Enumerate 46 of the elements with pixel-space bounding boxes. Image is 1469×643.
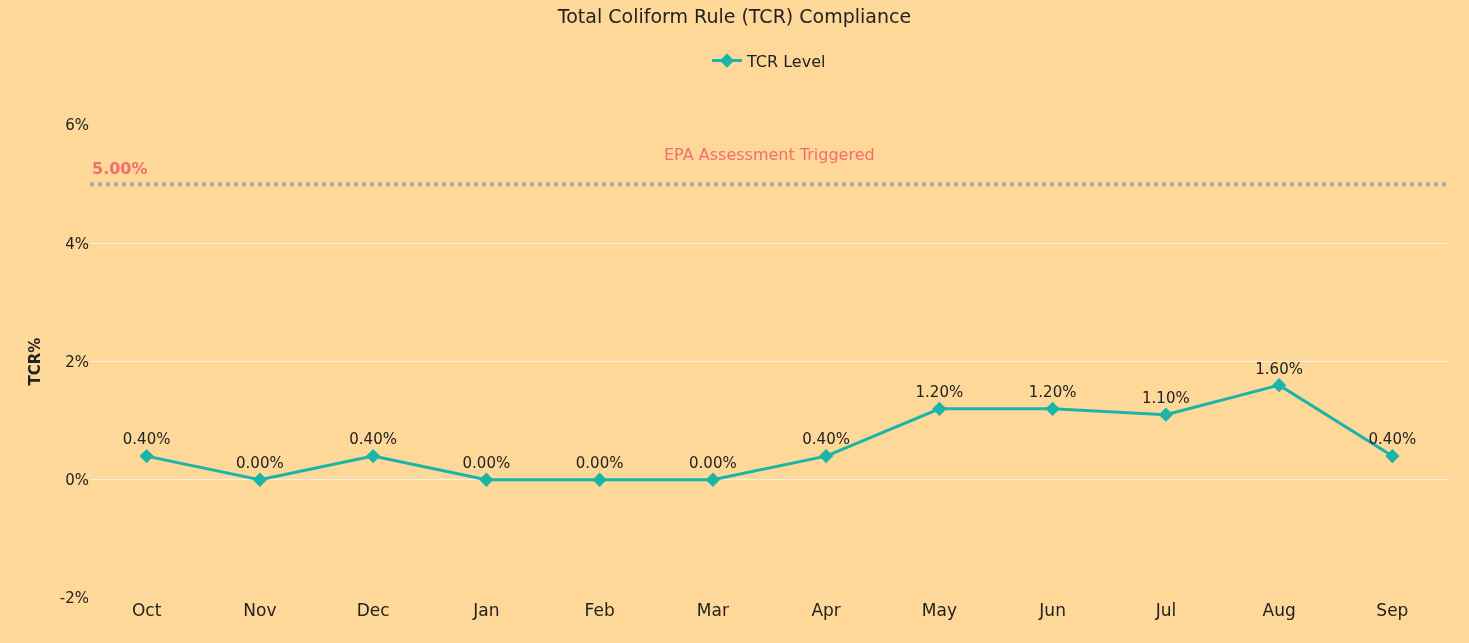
point bbox=[592, 472, 607, 487]
point bbox=[1045, 401, 1060, 416]
x-tick-label: Aug bbox=[1262, 600, 1296, 620]
point bbox=[705, 472, 721, 487]
data-label: 0.00% bbox=[236, 454, 284, 473]
data-label: 1.10% bbox=[1142, 389, 1190, 408]
legend-label: TCR Level bbox=[746, 51, 826, 71]
x-tick-label: Feb bbox=[584, 600, 615, 620]
x-tick-label: Nov bbox=[243, 600, 277, 620]
y-tick-label: 0% bbox=[65, 471, 89, 489]
chart-title: Total Coliform Rule (TCR) Compliance bbox=[556, 4, 912, 27]
data-label: 1.60% bbox=[1255, 359, 1303, 378]
point bbox=[139, 448, 154, 464]
y-tick-label: 6% bbox=[65, 116, 89, 135]
x-tick-label: Sep bbox=[1376, 600, 1409, 620]
point bbox=[1271, 378, 1287, 393]
data-label: 0.40% bbox=[1368, 430, 1417, 449]
data-label: 0.40% bbox=[122, 430, 171, 449]
y-tick-label: 2% bbox=[65, 352, 89, 371]
annotation: EPA Assessment Triggered bbox=[664, 145, 875, 164]
x-tick-label: Dec bbox=[356, 600, 390, 620]
point bbox=[252, 472, 268, 487]
point bbox=[1385, 448, 1400, 464]
data-label: 0.40% bbox=[349, 430, 397, 449]
point bbox=[818, 448, 834, 464]
point bbox=[932, 401, 947, 416]
y-tick-label: 4% bbox=[65, 234, 89, 253]
x-tick-label: Apr bbox=[811, 600, 841, 620]
data-label: 1.20% bbox=[1028, 383, 1077, 402]
data-label: 1.20% bbox=[915, 383, 964, 402]
point bbox=[479, 472, 494, 487]
data-label: 0.00% bbox=[462, 454, 511, 473]
point bbox=[1158, 407, 1174, 422]
y-axis-title: TCR% bbox=[26, 337, 45, 386]
x-tick-label: Jun bbox=[1038, 600, 1066, 620]
x-tick-label: Jan bbox=[472, 600, 500, 620]
point bbox=[365, 448, 381, 464]
x-tick-label: Jul bbox=[1154, 600, 1177, 620]
ref-line-label: 5.00% bbox=[92, 159, 148, 178]
data-label: 0.00% bbox=[689, 454, 737, 473]
y-tick-label: -2% bbox=[59, 589, 89, 608]
data-label: 0.40% bbox=[802, 430, 850, 449]
x-tick-label: Oct bbox=[131, 600, 162, 620]
x-tick-label: Mar bbox=[696, 600, 729, 620]
data-label: 0.00% bbox=[575, 454, 624, 473]
x-tick-label: May bbox=[921, 600, 957, 620]
